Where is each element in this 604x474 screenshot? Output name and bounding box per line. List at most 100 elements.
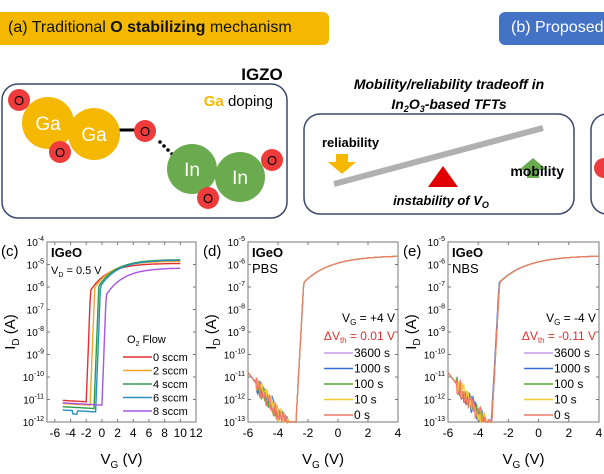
y-tick-label: 10-4 [27, 236, 44, 249]
svg-text:In: In [184, 160, 200, 181]
delta-vth-annotation: ΔVth = -0.11 V [522, 329, 596, 345]
y-tick-label: 10-11 [224, 371, 245, 384]
x-tick-label: -4 [473, 426, 484, 440]
legend-label: 1000 s [354, 362, 390, 376]
svg-text:O: O [267, 153, 277, 168]
panel-a-banner-text: (a) Traditional O stabilizing mechanism [8, 19, 292, 37]
mobility-up-arrow-icon [519, 158, 547, 178]
y-tick-label: 10-12 [224, 394, 245, 407]
tradeoff-title-line1: Mobility/reliability tradeoff in [354, 76, 544, 92]
y-tick-label: 10-5 [228, 236, 245, 249]
vd-annotation: VD = 0.5 V [51, 265, 102, 279]
y-axis-label: ID (A) [203, 314, 223, 350]
reliability-down-arrow-icon [328, 154, 356, 174]
legend-label: 3600 s [354, 346, 390, 360]
o-atom-partial [594, 158, 604, 178]
tradeoff-title-line2: In2O3-based TFTs [391, 96, 507, 114]
svg-text:O: O [14, 93, 24, 108]
o-atom: O [8, 89, 30, 111]
panel-label: (d) [203, 243, 221, 260]
svg-text:O: O [140, 124, 150, 139]
panel-a-banner: (a) Traditional O stabilizing mechanism [0, 12, 329, 45]
y-tick-label: 10-12 [424, 394, 445, 407]
ga-atom: Ga [22, 97, 74, 149]
in-atom: In [167, 144, 217, 194]
y-tick-label: 10-6 [228, 259, 245, 272]
o-atom: O [49, 141, 71, 163]
svg-text:Ga: Ga [35, 114, 61, 135]
svg-text:O: O [55, 145, 65, 160]
y-axis-label: ID (A) [2, 314, 22, 350]
o-atom: O [261, 149, 283, 171]
chart-c: (c) 10-410-510-610-710-810-910-1010-1110-… [1, 236, 203, 471]
y-tick-label: 10-5 [428, 236, 445, 249]
legend-label: 100 s [354, 377, 383, 391]
x-tick-label: -6 [443, 426, 454, 440]
legend-label: 3600 s [554, 346, 590, 360]
banner-suffix: mechanism [205, 19, 292, 36]
ga-atom: Ga [68, 108, 120, 160]
legend-label: 100 s [554, 377, 583, 391]
x-tick-label: 4 [596, 426, 603, 440]
x-axis-label: VG (V) [503, 451, 545, 471]
legend-label: 0 s [354, 408, 370, 422]
y-tick-label: 10-10 [424, 349, 445, 362]
y-tick-label: 10-10 [23, 371, 44, 384]
chart-d: (d) 10-5 10-6 10-7 10-8 10-9 10-10 10-11 10-12 10… [203, 236, 402, 471]
reliability-label: reliability [322, 135, 380, 150]
svg-text:In: In [232, 168, 248, 189]
series-line-0-s [247, 255, 398, 423]
y-tick-label: 10-6 [428, 259, 445, 272]
legend-label: 0 sccm [153, 352, 188, 364]
y-tick-label: 10-6 [27, 281, 44, 294]
x-tick-label: 4 [395, 426, 402, 440]
banner-bold: O stabilizing [110, 19, 206, 36]
y-tick-label: 10-12 [23, 416, 44, 429]
y-tick-label: 10-8 [27, 326, 44, 339]
x-tick-label: 2 [565, 426, 572, 440]
legend-label: 10 s [554, 393, 577, 407]
fulcrum-triangle [428, 166, 458, 187]
bond-dot [162, 144, 166, 148]
x-tick-label: 12 [189, 426, 203, 440]
x-tick-label: -2 [503, 426, 514, 440]
x-axis-label: VG (V) [101, 451, 143, 471]
x-tick-label: 10 [174, 426, 188, 440]
y-tick-label: 10-7 [27, 304, 44, 317]
o-atom: O [197, 187, 219, 209]
delta-vth-annotation: ΔVth = 0.01 V [324, 329, 395, 345]
charts: (c) 10-410-510-610-710-810-910-1010-1110-… [1, 236, 603, 471]
ga-doping-label: Ga doping [204, 93, 273, 110]
x-tick-label: -2 [81, 426, 92, 440]
in-atom: In [215, 152, 265, 202]
legend-title: O2 Flow [127, 334, 166, 348]
y-tick-label: 10-9 [228, 326, 245, 339]
chart-title: IGeO [51, 245, 82, 260]
bond-dot [158, 140, 162, 144]
x-tick-label: -6 [50, 426, 61, 440]
x-tick-label: 2 [114, 426, 121, 440]
igzo-box [1, 83, 288, 219]
series-line-8-sccm [62, 267, 181, 406]
svg-text:O: O [203, 191, 213, 206]
x-tick-label: 6 [146, 426, 153, 440]
vg-annotation: VG = +4 V [342, 311, 395, 327]
banner-prefix: (a) Traditional [8, 19, 111, 36]
chart-e: (e) 10-5 10-6 10-7 10-8 10-9 10-10 10-11 10-12 10… [403, 236, 603, 471]
chart-title: IGeO [452, 245, 483, 260]
vg-annotation: VG = -4 V [546, 311, 596, 327]
x-tick-label: 0 [335, 426, 342, 440]
legend-label: 1000 s [554, 362, 590, 376]
y-tick-label: 10-13 [224, 416, 245, 429]
igzo-title: IGZO [241, 65, 283, 84]
series-line-6-sccm [62, 259, 181, 415]
panel-b-banner-text: (b) Proposed [511, 19, 604, 36]
y-axis-label: ID (A) [403, 314, 423, 350]
y-tick-label: 10-10 [224, 349, 245, 362]
panel-label: (e) [403, 243, 421, 260]
y-tick-label: 10-8 [428, 304, 445, 317]
instability-label: instability of VO [393, 193, 489, 210]
panel-b-banner: (b) Proposed [499, 12, 604, 45]
